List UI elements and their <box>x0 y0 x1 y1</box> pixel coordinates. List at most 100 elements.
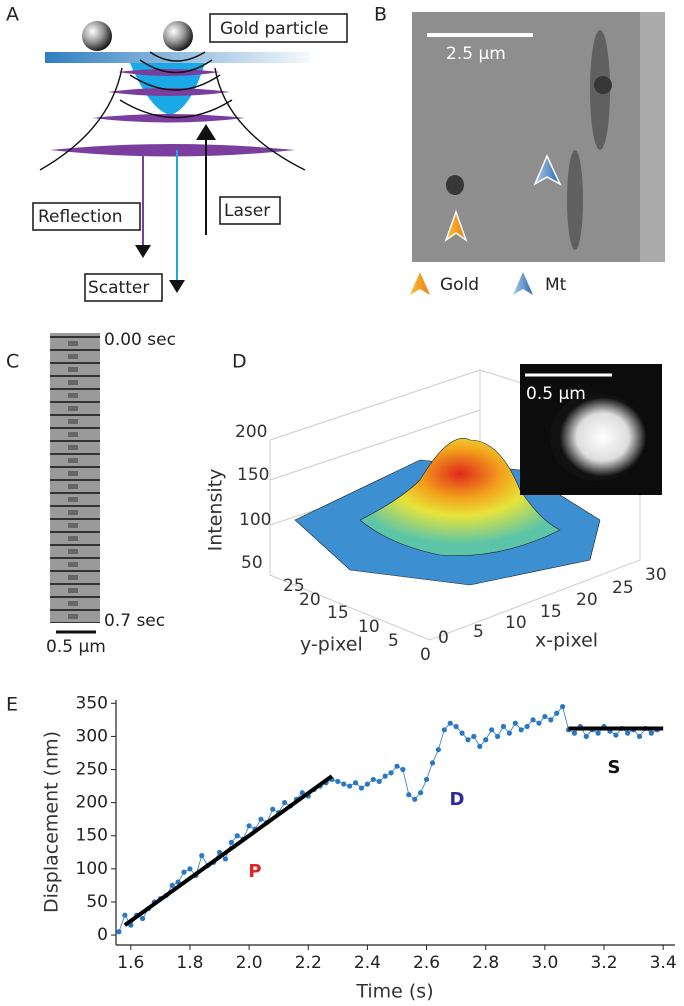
y-tick-label: 250 <box>76 760 108 780</box>
y-tick-label: 20 <box>299 590 321 610</box>
data-point <box>595 730 601 736</box>
data-point <box>388 770 394 776</box>
scale-label: 0.5 μm <box>46 637 106 657</box>
shade <box>640 12 665 262</box>
data-point <box>418 790 424 796</box>
x-tick-label: 2.6 <box>413 953 440 973</box>
data-point <box>169 882 175 889</box>
panel-label: B <box>374 4 387 26</box>
y-tick-label: 150 <box>76 826 108 846</box>
beam <box>45 52 310 63</box>
scale-label: 0.5 μm <box>526 384 586 404</box>
label-box <box>219 196 281 225</box>
data-point <box>636 733 643 740</box>
laser-label: Laser <box>224 201 270 221</box>
label-box <box>209 13 348 43</box>
data-point <box>560 704 566 710</box>
data-point <box>400 766 406 773</box>
data-point <box>453 723 459 730</box>
z-tick-label: 50 <box>241 553 263 573</box>
scatter-label: Scatter <box>88 278 149 298</box>
data-point <box>222 856 229 862</box>
data-point <box>494 733 501 740</box>
x-tick-label: 3.2 <box>590 953 617 973</box>
data-point <box>370 776 376 783</box>
lenses <box>50 69 295 157</box>
data-point <box>116 929 122 935</box>
z-tick-label: 150 <box>237 465 269 485</box>
data-point <box>122 912 128 918</box>
data-point <box>140 915 146 922</box>
data-point <box>471 733 477 740</box>
kymograph <box>50 333 100 623</box>
data-point <box>246 823 252 829</box>
x-tick-label: 2.2 <box>295 953 322 973</box>
y-tick-label: 15 <box>327 603 349 623</box>
data-point <box>376 778 382 785</box>
data-point <box>352 780 359 786</box>
x-axis-label: Time (s) <box>355 981 433 1003</box>
x-tick-label: 2.8 <box>472 953 499 973</box>
data-point <box>347 783 353 789</box>
data-point <box>518 727 524 733</box>
data-point <box>536 720 542 726</box>
x-tick-label: 15 <box>540 602 562 622</box>
y-axis-label: y-pixel <box>300 634 363 656</box>
y-tick-label: 350 <box>76 693 108 713</box>
panel-label: D <box>232 351 247 373</box>
data-point <box>477 743 483 749</box>
data-point <box>394 763 400 769</box>
data-point <box>412 796 418 802</box>
data-point <box>530 717 536 723</box>
data-point <box>583 733 589 740</box>
legend-label: Mt <box>545 275 567 295</box>
data-line <box>118 705 658 932</box>
panel-label: E <box>6 694 18 716</box>
y-tick-label: 10 <box>358 617 380 637</box>
mt-arrowhead <box>533 154 562 186</box>
y-tick-label: 5 <box>388 631 399 651</box>
x-axis-label: x-pixel <box>535 630 598 652</box>
data-point <box>489 727 495 733</box>
data-point <box>524 723 530 730</box>
data-point <box>228 839 234 845</box>
time-label: 0.7 sec <box>104 611 165 631</box>
data-point <box>187 866 193 872</box>
z-tick-label: 100 <box>239 510 271 530</box>
data-point <box>483 737 489 743</box>
data-point <box>459 730 465 736</box>
arrow <box>135 245 151 258</box>
data-point <box>199 853 205 859</box>
data-point <box>382 773 388 779</box>
data-point <box>258 816 264 822</box>
data-point <box>554 710 560 716</box>
scale-label: 2.5 μm <box>446 44 506 64</box>
data-point <box>181 869 187 875</box>
data-point <box>175 879 181 885</box>
wavefronts <box>39 51 306 171</box>
phase-label: S <box>608 757 621 778</box>
legend-marker <box>410 272 430 295</box>
data-point <box>512 720 518 726</box>
y-axis-label: Displacement (nm) <box>41 731 63 913</box>
microtubule <box>446 30 612 250</box>
x-tick-label: 25 <box>612 578 634 598</box>
legend-marker <box>513 272 533 295</box>
panel-label: C <box>6 351 19 373</box>
x-tick-label: 3.0 <box>531 953 558 973</box>
x-tick-label: 2.0 <box>236 953 263 973</box>
data-point <box>447 720 453 726</box>
phase-label: D <box>450 789 465 810</box>
x-tick-label: 2.4 <box>354 953 381 973</box>
gold-label: Gold particle <box>220 19 329 39</box>
y-tick-label: 0 <box>420 645 431 665</box>
data-point <box>500 723 507 730</box>
z-axis-label: Intensity <box>205 469 227 552</box>
y-tick-label: 200 <box>76 793 108 813</box>
particle-spot <box>550 393 646 481</box>
label-box <box>32 202 141 231</box>
y-tick-label: 100 <box>76 859 108 879</box>
phase-label: P <box>248 861 261 882</box>
data-point <box>234 833 240 839</box>
